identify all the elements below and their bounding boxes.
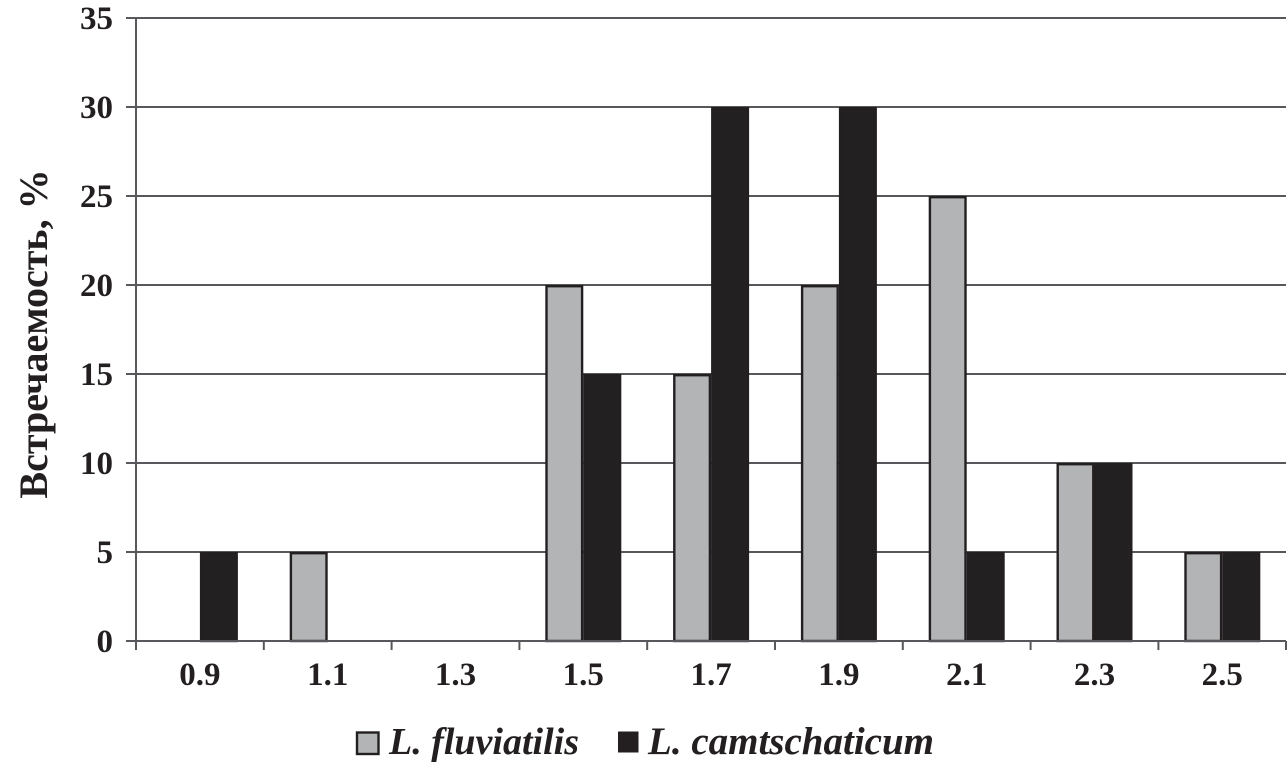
svg-text:2.1: 2.1 (946, 657, 987, 693)
svg-text:0.9: 0.9 (179, 657, 220, 693)
svg-text:30: 30 (80, 90, 113, 126)
svg-text:0: 0 (97, 624, 114, 660)
svg-text:20: 20 (80, 268, 113, 304)
svg-text:L. camtschaticum: L. camtschaticum (647, 720, 934, 763)
svg-text:Встречаемость, %: Встречаемость, % (11, 169, 56, 498)
svg-text:1.1: 1.1 (307, 657, 348, 693)
svg-text:25: 25 (80, 179, 113, 215)
svg-text:1.5: 1.5 (563, 657, 604, 693)
svg-text:1.3: 1.3 (435, 657, 476, 693)
svg-text:15: 15 (80, 357, 113, 393)
svg-text:2.5: 2.5 (1202, 657, 1243, 693)
svg-text:35: 35 (80, 1, 113, 37)
svg-text:5: 5 (97, 535, 114, 571)
svg-text:L. fluviatilis: L. fluviatilis (388, 721, 579, 763)
svg-text:1.9: 1.9 (818, 657, 859, 693)
svg-text:2.3: 2.3 (1074, 657, 1115, 693)
svg-text:10: 10 (80, 446, 113, 482)
svg-text:1.7: 1.7 (690, 657, 731, 693)
